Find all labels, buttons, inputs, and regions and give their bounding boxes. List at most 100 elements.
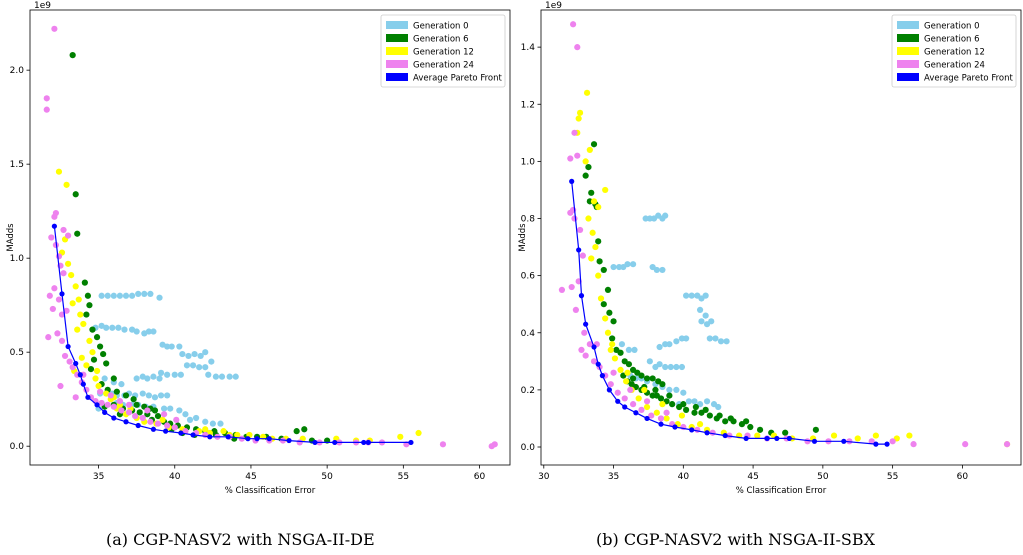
data-point-gen24 — [51, 213, 58, 220]
data-point-gen24 — [144, 407, 151, 414]
data-point-gen6 — [596, 258, 603, 265]
data-point-gen12 — [854, 435, 861, 442]
data-point-gen0 — [145, 328, 152, 335]
y-multiplier: 1e9 — [34, 1, 51, 11]
data-point-gen0 — [164, 371, 171, 378]
data-point-gen0 — [653, 266, 660, 274]
data-point-gen0 — [656, 343, 663, 351]
data-point-gen24 — [962, 441, 969, 448]
x-tick-label: 50 — [321, 472, 333, 482]
data-point-gen6 — [782, 429, 789, 436]
data-point-gen12 — [78, 354, 85, 361]
data-point-gen6 — [154, 413, 162, 420]
data-point-gen24 — [45, 334, 52, 341]
y-tick-label: 1.4 — [521, 43, 536, 53]
data-point-gen6 — [600, 301, 607, 308]
data-point-gen0 — [109, 324, 116, 331]
x-tick-label: 40 — [169, 472, 181, 482]
data-point-gen24 — [574, 152, 581, 159]
data-point-gen24 — [125, 401, 133, 408]
data-point-gen6 — [113, 388, 120, 395]
data-point-gen24 — [69, 364, 76, 371]
data-point-gen24 — [58, 311, 66, 318]
data-point-gen12 — [602, 186, 609, 194]
data-point-gen0 — [168, 343, 175, 350]
y-tick-label: 0.0 — [521, 443, 536, 453]
data-point-gen12 — [595, 203, 602, 211]
data-point-gen24 — [614, 389, 621, 396]
legend-label: Generation 6 — [924, 35, 980, 45]
data-point-gen24 — [571, 215, 578, 222]
y-tick-label: 1.0 — [10, 254, 25, 264]
data-point-gen0 — [666, 341, 673, 348]
data-point-gen0 — [631, 346, 638, 353]
data-point-gen24 — [182, 428, 189, 435]
data-point-gen6 — [136, 409, 143, 416]
data-point-gen24 — [569, 21, 577, 28]
data-point-gen12 — [63, 181, 70, 188]
data-point-gen6 — [84, 292, 92, 299]
legend-swatch — [897, 47, 919, 55]
data-point-gen6 — [649, 375, 656, 382]
data-point-gen24 — [107, 392, 114, 399]
data-point-gen12 — [68, 272, 75, 279]
pareto-point — [583, 321, 589, 327]
data-point-gen24 — [98, 399, 105, 407]
y-axis-label: MAdds — [6, 223, 16, 252]
pareto-point — [633, 410, 639, 416]
data-point-gen0 — [157, 392, 165, 399]
legend-label: Generation 12 — [924, 48, 985, 58]
data-point-gen12 — [202, 426, 209, 433]
data-point-gen24 — [147, 418, 154, 425]
data-point-gen0 — [610, 263, 617, 271]
data-point-gen24 — [66, 358, 73, 365]
data-point-gen0 — [715, 403, 722, 411]
data-point-gen12 — [595, 272, 602, 279]
data-point-gen6 — [69, 52, 76, 59]
data-point-gen6 — [756, 426, 764, 433]
data-point-gen24 — [48, 234, 55, 241]
data-point-gen0 — [646, 358, 653, 365]
legend-label: Generation 0 — [413, 22, 469, 32]
plot-area — [43, 25, 498, 450]
data-point-gen6 — [600, 266, 607, 274]
data-point-gen0 — [179, 350, 186, 358]
data-point-gen6 — [606, 309, 613, 316]
x-tick-label: 30 — [538, 472, 550, 482]
data-point-gen12 — [653, 409, 660, 416]
scatter-plot-a: 1e9 35 40 45 50 55 60 0.0 0.5 1.0 1.5 2.0 % Classifi… — [6, 1, 511, 496]
y-tick-label: 1.0 — [521, 157, 536, 167]
data-point-gen12 — [586, 146, 593, 154]
pareto-point — [332, 439, 338, 446]
pareto-point — [286, 437, 292, 444]
data-point-gen24 — [868, 438, 875, 445]
data-point-gen24 — [629, 401, 637, 408]
pareto-point — [254, 436, 260, 442]
data-point-gen0 — [122, 292, 130, 299]
data-point-gen6 — [812, 426, 819, 433]
pareto-point — [615, 398, 621, 404]
data-point-gen12 — [80, 320, 87, 328]
data-point-gen6 — [692, 403, 699, 411]
pareto-point — [774, 435, 780, 442]
data-point-gen6 — [716, 412, 723, 419]
data-point-gen0 — [205, 371, 212, 378]
data-point-gen0 — [212, 373, 220, 380]
data-point-gen12 — [83, 362, 90, 369]
data-point-gen6 — [727, 415, 734, 422]
pareto-point — [578, 293, 585, 299]
data-point-gen24 — [568, 283, 575, 291]
data-point-gen6 — [100, 350, 107, 358]
data-point-gen6 — [617, 349, 624, 356]
legend: Generation 0 Generation 6 Generation 12 Gen… — [380, 14, 506, 88]
data-point-gen0 — [103, 324, 110, 331]
data-point-gen6 — [133, 401, 140, 408]
data-point-gen24 — [118, 407, 125, 414]
data-point-gen24 — [558, 286, 566, 294]
data-point-gen0 — [698, 318, 705, 325]
data-point-gen12 — [582, 158, 589, 165]
legend-swatch — [897, 73, 919, 81]
x-tick-label: 35 — [608, 472, 619, 482]
data-point-gen12 — [95, 382, 102, 390]
x-axis-label: % Classification Error — [736, 486, 827, 496]
